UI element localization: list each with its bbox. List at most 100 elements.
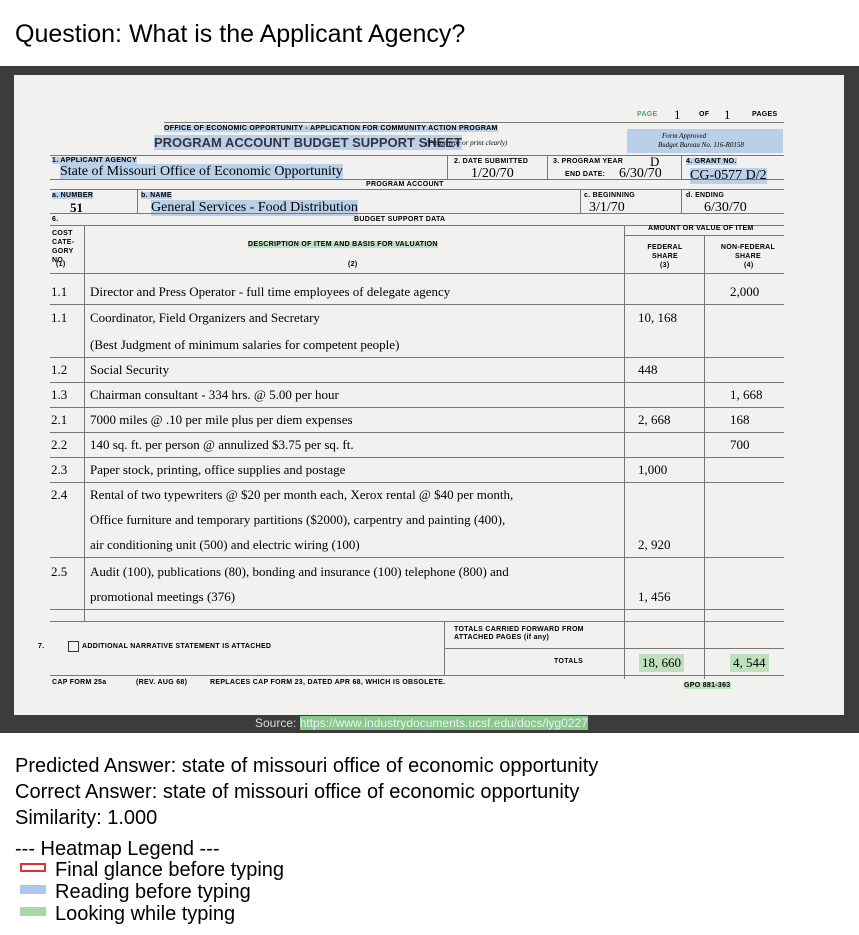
correct-answer: Correct Answer: state of missouri office…: [15, 781, 580, 803]
pages-label: PAGES: [752, 111, 778, 118]
source-url[interactable]: https://www.industrydocuments.ucsf.edu/d…: [299, 716, 588, 730]
date-submitted-label: 2. DATE SUBMITTED: [454, 158, 529, 165]
ending-label: d. ENDING: [686, 192, 725, 199]
row-category: 1.1: [51, 310, 68, 325]
row-nonfederal-share: 2,000: [730, 284, 760, 299]
row-description: Paper stock, printing, office supplies a…: [90, 462, 346, 477]
row-divider: [50, 609, 784, 610]
grant-no: CG-0577 D/2: [690, 168, 767, 184]
row-description: Director and Press Operator - full time …: [90, 284, 451, 299]
row-description: 140 sq. ft. per person @ annulized $3.75…: [90, 437, 354, 452]
col2-label: (2): [348, 261, 358, 268]
row-divider: [50, 407, 784, 408]
cost-category-label: COST CATE- GORY NO.: [52, 230, 75, 264]
similarity-score: Similarity: 1.000: [15, 807, 158, 829]
row-federal-share: 10, 168: [638, 310, 677, 325]
number-label: a. NUMBER: [52, 192, 94, 199]
legend-title: --- Heatmap Legend ---: [15, 838, 220, 860]
budget-support-label: BUDGET SUPPORT DATA: [354, 216, 446, 223]
row-divider: [50, 482, 784, 483]
legend-label-reading: Reading before typing: [55, 881, 251, 903]
applicant-agency-value: State of Missouri Office of Economic Opp…: [60, 164, 343, 179]
row-category: 2.1: [51, 412, 68, 427]
row-description: Chairman consultant - 334 hrs. @ 5.00 pe…: [90, 387, 339, 402]
ending-value: 6/30/70: [704, 200, 747, 215]
legend-label-typing: Looking while typing: [55, 903, 236, 925]
row-nonfederal-share: 700: [730, 437, 750, 452]
predicted-answer: Predicted Answer: state of missouri offi…: [15, 755, 599, 777]
row-description: Rental of two typewriters @ $20 per mont…: [90, 487, 514, 502]
row-federal-share: 448: [638, 362, 658, 377]
row-description: (Best Judgment of minimum salaries for c…: [90, 337, 400, 352]
beginning-value: 3/1/70: [589, 200, 625, 215]
item-7: 7.: [38, 643, 45, 650]
row-description: Audit (100), publications (80), bonding …: [90, 564, 509, 579]
form-approved: Form Approved: [662, 132, 707, 140]
date-submitted: 1/20/70: [471, 166, 514, 181]
amount-label: AMOUNT OR VALUE OF ITEM: [648, 225, 754, 232]
beginning-label: c. BEGINNING: [584, 192, 636, 199]
row-divider: [50, 557, 784, 558]
total-nonfederal: 4, 544: [730, 654, 769, 672]
row-federal-share: 1,000: [638, 462, 668, 477]
end-date: 6/30/70: [619, 166, 662, 181]
replaces-note: REPLACES CAP FORM 23, DATED APR 68, WHIC…: [210, 679, 446, 686]
col4-label: (4): [744, 262, 754, 269]
row-divider: [50, 457, 784, 458]
row-description: Office furniture and temporary partition…: [90, 512, 506, 527]
row-divider: [50, 357, 784, 358]
form-page: PAGE 1 OF 1 PAGES OFFICE OF ECONOMIC OPP…: [14, 75, 844, 715]
row-description: Coordinator, Field Organizers and Secret…: [90, 310, 320, 325]
rev-date: (REV. AUG 68): [136, 679, 188, 686]
row-category: 2.4: [51, 487, 68, 502]
carried-forward-label: TOTALS CARRIED FORWARD FROM ATTACHED PAG…: [454, 626, 584, 641]
office-line: OFFICE OF ECONOMIC OPPORTUNITY - APPLICA…: [164, 125, 498, 132]
row-divider: [50, 432, 784, 433]
program-year-label: 3. PROGRAM YEAR: [553, 158, 624, 165]
legend-label-final-glance: Final glance before typing: [55, 859, 285, 881]
question-text: Question: What is the Applicant Agency?: [15, 20, 466, 48]
narrative-checkbox: [68, 641, 79, 652]
row-description: air conditioning unit (500) and electric…: [90, 537, 360, 552]
row-description: promotional meetings (376): [90, 589, 236, 604]
program-account-label: PROGRAM ACCOUNT: [366, 181, 444, 188]
of-number: 1: [724, 107, 731, 122]
cap-form: CAP FORM 25a: [52, 679, 107, 686]
row-federal-share: 2, 668: [638, 412, 671, 427]
row-nonfederal-share: 1, 668: [730, 387, 763, 402]
number-value: 51: [70, 200, 83, 215]
row-description: Social Security: [90, 362, 170, 377]
col1-label: (1): [56, 261, 66, 268]
page-label: PAGE: [637, 111, 658, 118]
end-date-label: END DATE:: [565, 171, 606, 178]
legend-swatch-reading: [20, 885, 46, 894]
source-caption: Source: https://www.industrydocuments.uc…: [255, 716, 588, 730]
row-nonfederal-share: 168: [730, 412, 750, 427]
name-label: b. NAME: [141, 192, 172, 199]
sheet-title: PROGRAM ACCOUNT BUDGET SUPPORT SHEET: [154, 135, 462, 150]
row-divider: [50, 304, 784, 305]
narrative-label: ADDITIONAL NARRATIVE STATEMENT IS ATTACH…: [82, 643, 272, 650]
row-category: 1.1: [51, 284, 68, 299]
of-label: OF: [699, 111, 710, 118]
row-federal-share: 2, 920: [638, 537, 671, 552]
name-value: General Services - Food Distribution: [151, 200, 358, 216]
page-number: 1: [674, 107, 681, 122]
description-label: DESCRIPTION OF ITEM AND BASIS FOR VALUAT…: [248, 241, 438, 248]
program-year: D: [650, 154, 660, 169]
federal-share-label: FEDERAL SHARE: [647, 244, 683, 260]
section-6: 6.: [52, 216, 59, 223]
document-image-frame: PAGE 1 OF 1 PAGES OFFICE OF ECONOMIC OPP…: [0, 66, 859, 733]
row-category: 2.2: [51, 437, 68, 452]
total-federal: 18, 660: [639, 654, 684, 672]
row-federal-share: 1, 456: [638, 589, 671, 604]
legend-swatch-typing: [20, 907, 46, 916]
row-category: 2.5: [51, 564, 68, 579]
applicant-agency-label: 1. APPLICANT AGENCY: [52, 157, 137, 164]
row-category: 1.3: [51, 387, 68, 402]
row-category: 2.3: [51, 462, 68, 477]
row-divider: [50, 382, 784, 383]
grant-no-label: 4. GRANT NO.: [686, 158, 737, 165]
budget-bureau: Budget Bureau No. 116-R0158: [658, 141, 744, 149]
totals-label: TOTALS: [554, 658, 584, 665]
